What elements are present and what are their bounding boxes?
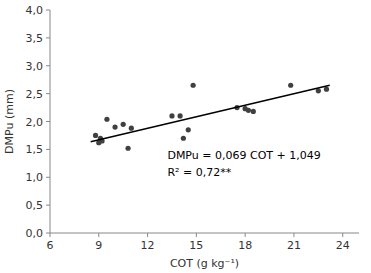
x-tick-label: 12	[141, 239, 155, 252]
y-tick-label: 3,5	[26, 32, 44, 45]
y-tick-label: 2,0	[26, 116, 44, 129]
y-tick	[46, 121, 50, 122]
y-tick	[46, 37, 50, 38]
y-tick-label: 0,0	[26, 227, 44, 240]
annotation: DMPu = 0,069 COT + 1,049	[167, 149, 320, 162]
y-tick	[46, 177, 50, 178]
y-tick	[46, 65, 50, 66]
x-tick-label: 18	[238, 239, 252, 252]
scatter-point	[178, 113, 183, 118]
scatter-point	[121, 122, 126, 127]
scatter-point	[112, 124, 117, 129]
scatter-point	[129, 126, 134, 131]
plot-area	[91, 83, 330, 151]
y-axis-label: DMPu (mm)	[3, 89, 16, 154]
scatter-point	[246, 108, 251, 113]
x-tick-label: 9	[95, 239, 102, 252]
regression-line	[91, 85, 330, 142]
x-tick-label: 6	[47, 239, 54, 252]
scatter-point	[191, 83, 196, 88]
y-tick-label: 2,5	[26, 88, 44, 101]
x-tick	[245, 233, 246, 237]
y-tick-label: 1,5	[26, 143, 44, 156]
x-tick	[147, 233, 148, 237]
y-tick-label: 1,0	[26, 171, 44, 184]
x-tick-label: 24	[336, 239, 350, 252]
x-tick	[196, 233, 197, 237]
y-tick-label: 0,5	[26, 199, 44, 212]
y-tick	[46, 233, 50, 234]
scatter-point	[93, 133, 98, 138]
scatter-point	[104, 117, 109, 122]
scatter-point	[324, 87, 329, 92]
y-tick	[46, 93, 50, 94]
chart: 0,0 0,5 1,0 1,5 2,0 2,5 3,0 3,5 4,0 6 9 12 15 18 21 24 C…	[0, 0, 371, 273]
x-axis-label: COT (g kg⁻¹)	[170, 257, 239, 270]
scatter-point	[186, 127, 191, 132]
y-tick	[46, 149, 50, 150]
annotation: R² = 0,72**	[167, 166, 231, 179]
y-tick	[46, 10, 50, 11]
x-tick	[293, 233, 294, 237]
x-tick	[342, 233, 343, 237]
scatter-point	[125, 146, 130, 151]
y-tick-label: 4,0	[26, 4, 44, 17]
x-tick-label: 21	[287, 239, 301, 252]
scatter-point	[251, 109, 256, 114]
scatter-point	[169, 113, 174, 118]
scatter-point	[288, 83, 293, 88]
background	[0, 0, 371, 273]
y-tick-label: 3,0	[26, 60, 44, 73]
x-tick	[50, 233, 51, 237]
x-axis-line	[50, 233, 359, 234]
x-tick-label: 15	[189, 239, 203, 252]
scatter-point	[181, 136, 186, 141]
x-tick	[98, 233, 99, 237]
y-tick	[46, 205, 50, 206]
